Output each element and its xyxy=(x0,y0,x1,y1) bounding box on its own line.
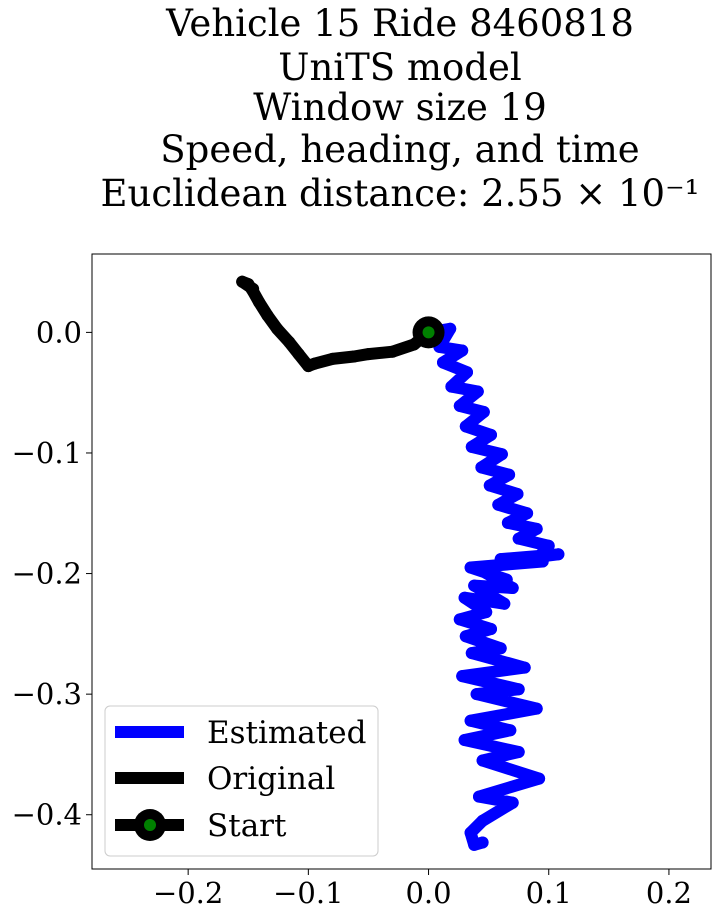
x-tick-label: 0.0 xyxy=(405,876,451,910)
series-estimated-point xyxy=(465,647,478,660)
series-estimated-point xyxy=(456,344,469,357)
series-estimated-point xyxy=(518,661,531,674)
series-estimated-point xyxy=(476,754,489,767)
series-estimated-point xyxy=(512,532,525,545)
legend-estimated-label: Estimated xyxy=(207,715,366,751)
series-estimated-point xyxy=(495,448,508,461)
series-original-point xyxy=(326,352,339,365)
series-estimated-point xyxy=(459,420,472,433)
series-estimated-point xyxy=(476,814,489,827)
series-estimated-point xyxy=(477,406,490,418)
series-estimated-point xyxy=(437,356,449,369)
series-estimated-point xyxy=(464,561,477,574)
title-line-2: UniTS model xyxy=(278,46,521,89)
series-original-point xyxy=(261,309,274,322)
series-estimated-point xyxy=(483,479,496,492)
series-estimated-point xyxy=(464,826,477,839)
legend-box xyxy=(104,705,379,857)
series-estimated-point xyxy=(459,630,472,643)
series-original-point xyxy=(386,345,399,358)
title-line-5: Euclidean distance: 2.55 × 10⁻¹ xyxy=(101,172,700,215)
title-line-3: Window size 19 xyxy=(253,86,547,129)
series-estimated-point xyxy=(485,623,497,635)
title-line-4: Speed, heading, and time xyxy=(160,128,639,171)
x-tick-label: −0.1 xyxy=(273,876,343,910)
chart-title: Vehicle 15 Ride 8460818 UniTS model Wind… xyxy=(101,2,700,215)
series-original-point xyxy=(348,350,360,363)
series-estimated-point xyxy=(470,688,483,701)
series-layer xyxy=(236,275,565,851)
series-estimated-point xyxy=(464,714,477,727)
series-original-point xyxy=(292,348,305,361)
series-estimated-point xyxy=(536,555,549,568)
series-original-point xyxy=(236,275,249,288)
series-estimated-point xyxy=(500,573,513,586)
series-original-point xyxy=(362,348,375,361)
series-estimated-point xyxy=(458,734,471,746)
series-estimated-point xyxy=(492,498,505,511)
series-estimated-point xyxy=(530,522,543,535)
series-estimated-point xyxy=(498,597,511,610)
legend-start-marker-center xyxy=(144,819,156,831)
series-estimated-point xyxy=(542,539,555,552)
series-estimated-point xyxy=(494,642,507,655)
series-estimated-point xyxy=(521,507,534,520)
series-estimated-point xyxy=(512,683,525,696)
plot-frame xyxy=(91,253,712,870)
legend-original-label: Original xyxy=(207,761,335,797)
series-estimated-point xyxy=(494,553,507,566)
y-axis: 0.0 −0.1 −0.2 −0.3 −0.4 xyxy=(12,315,92,832)
series-estimated-point xyxy=(453,613,466,626)
series-estimated-point xyxy=(465,440,478,453)
start-marker-center xyxy=(422,326,435,339)
x-tick-label: 0.2 xyxy=(646,876,692,910)
x-tick-label: 0.1 xyxy=(526,876,572,910)
series-estimated-point xyxy=(453,399,466,412)
legend-start-label: Start xyxy=(207,808,287,844)
series-estimated-point xyxy=(476,836,489,849)
series-estimated-point xyxy=(506,582,519,594)
x-axis: −0.2 −0.1 0.0 0.1 0.2 xyxy=(153,869,692,910)
y-tick-label: 0.0 xyxy=(36,315,82,349)
series-estimated-point xyxy=(444,322,457,335)
y-tick-label: −0.3 xyxy=(12,677,82,711)
y-tick-label: −0.2 xyxy=(12,557,82,591)
series-estimated-point xyxy=(445,380,458,393)
series-estimated-point xyxy=(511,488,524,500)
x-tick-label: −0.2 xyxy=(153,876,223,910)
series-original-point xyxy=(302,360,315,373)
series-estimated-line xyxy=(422,322,565,851)
series-original-point xyxy=(253,296,266,309)
legend: Estimated Original Start xyxy=(104,705,379,857)
series-estimated-point xyxy=(533,772,546,785)
series-estimated-point xyxy=(512,746,525,758)
series-estimated-point xyxy=(468,579,481,592)
series-estimated-point xyxy=(458,591,471,604)
series-estimated-point xyxy=(530,702,543,715)
series-estimated-point xyxy=(506,796,519,809)
series-original-point xyxy=(271,322,284,335)
series-estimated-point xyxy=(461,366,473,379)
series-estimated-point xyxy=(552,548,565,561)
series-original-point xyxy=(283,336,296,348)
title-line-1: Vehicle 15 Ride 8460818 xyxy=(165,2,634,45)
series-estimated-point xyxy=(503,468,516,481)
series-estimated-point xyxy=(475,461,488,474)
series-estimated-point xyxy=(485,428,497,441)
series-estimated-point xyxy=(480,606,493,619)
series-estimated-point xyxy=(471,385,484,398)
series-estimated-point xyxy=(476,565,489,578)
series-original-point xyxy=(247,283,260,295)
y-tick-label: −0.1 xyxy=(12,436,82,470)
series-estimated-point xyxy=(504,724,517,737)
series-estimated-point xyxy=(501,516,514,529)
y-tick-label: −0.4 xyxy=(12,798,82,832)
series-estimated-point xyxy=(456,670,469,683)
series-estimated-point xyxy=(473,790,485,803)
